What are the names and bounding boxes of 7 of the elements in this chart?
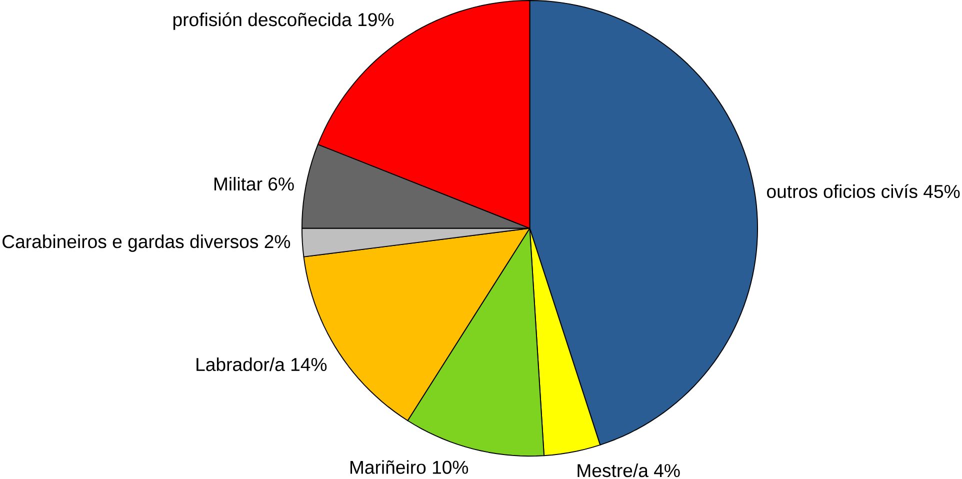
slice-label: Labrador/a 14% — [196, 358, 327, 372]
slice-label: outros oficios civís 45% — [767, 184, 960, 198]
slice-label: Mariñeiro 10% — [350, 460, 468, 474]
slice-label: Militar 6% — [214, 177, 294, 191]
slice-label: Carabineiros e gardas diversos 2% — [2, 234, 290, 252]
slice-label: profisión descoñecida 19% — [173, 12, 394, 30]
slice-label: Mestre/a 4% — [578, 464, 680, 478]
